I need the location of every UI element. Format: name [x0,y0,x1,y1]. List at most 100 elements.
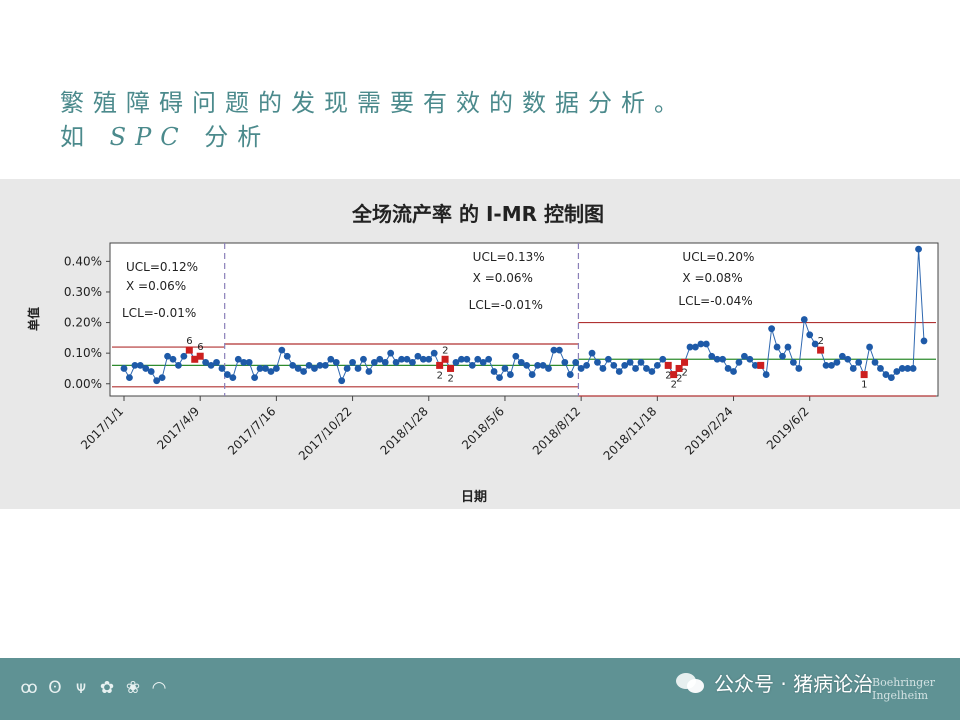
data-point [806,331,814,339]
slide-headline: 繁殖障碍问题的发现需要有效的数据分析。 如 SPC 分析 [60,86,920,154]
data-point [300,368,307,375]
data-point [207,362,215,369]
data-point [528,371,536,378]
data-point [158,374,166,382]
data-point [142,365,150,372]
data-point [370,358,378,366]
center-label: X =0.06% [473,271,533,285]
data-point [180,352,188,360]
x-tick-label: 2017/7/16 [225,404,278,457]
data-point [599,365,607,372]
lcl-label: LCL=-0.04% [678,294,752,308]
data-point [398,355,405,363]
data-point [904,365,912,372]
data-point [349,358,356,366]
data-point [392,358,400,366]
data-point [474,355,482,363]
flag-label: 2 [437,370,443,381]
data-point [523,362,531,369]
data-point [126,374,133,382]
x-tick-label: 2018/11/18 [601,404,660,463]
ucl-label: UCL=0.20% [682,250,754,264]
data-point [506,371,514,378]
data-point [643,365,650,372]
data-point [822,362,830,369]
data-point [376,355,384,363]
data-point [136,362,144,369]
flagged-point [191,355,199,363]
wechat-icon [676,671,706,695]
data-point [555,346,563,354]
data-point [458,355,465,363]
data-point [697,340,705,348]
flag-label: 2 [665,370,671,381]
data-point [779,352,786,360]
data-point [686,343,694,351]
data-point [153,377,161,385]
data-point [866,343,873,351]
data-point [632,365,639,372]
x-axis-label: 日期 [461,490,487,505]
data-point [485,355,493,363]
center-label: X =0.06% [126,279,186,293]
y-tick-label: 0.00% [64,377,102,391]
ucl-label: UCL=0.12% [126,260,198,274]
data-point [882,371,890,378]
x-tick-label: 2017/4/9 [154,404,202,452]
data-point [338,377,346,385]
x-tick-label: 2018/1/28 [377,404,430,457]
data-point [719,355,727,363]
data-point [229,374,237,382]
data-point [893,368,901,375]
flag-label: 2 [818,336,824,347]
data-point [305,362,313,369]
imr-control-chart: 全场流产率 的 I-MR 控制图 0.00% 0.10% 0.20% 0.30% 0.4… [26,202,939,505]
data-point [800,316,808,323]
flagged-point [675,364,683,372]
data-point [615,368,623,375]
data-point [849,365,857,372]
data-point [512,352,520,360]
data-point [708,352,716,360]
headline-suffix: 分析 [204,123,271,151]
data-point [311,365,318,372]
data-point [501,365,509,372]
flagged-point [196,352,204,360]
data-point [610,362,618,369]
data-point [256,365,264,372]
data-point [784,343,792,351]
data-point [811,340,819,348]
data-point [577,365,585,372]
y-tick-label: 0.30% [64,285,102,299]
headline-prefix: 如 [60,123,93,151]
data-point [653,362,661,369]
data-point [147,368,155,375]
data-point [768,325,776,333]
data-point [877,365,884,372]
data-point [773,343,781,351]
flag-label: 6 [186,336,192,347]
data-point [387,349,395,357]
data-point [327,355,335,363]
data-point [561,358,569,366]
flagged-point [860,371,868,379]
data-point [588,349,596,357]
data-point [463,355,471,363]
chart-panel: 全场流产率 的 I-MR 控制图 0.00% 0.10% 0.20% 0.30% 0.4… [0,179,960,509]
data-point [539,362,547,369]
data-point [762,371,770,378]
wechat-account-name: 公众号 · 猪病论治 [714,672,874,696]
data-point [294,365,302,372]
flag-label: 2 [448,373,454,384]
brand-line-2: Ingelheim [872,689,929,702]
data-point [240,358,248,366]
data-point [496,374,503,382]
data-point [566,371,574,378]
data-point [251,374,259,382]
data-point [648,368,656,375]
y-tick-label: 0.20% [64,316,102,330]
paw-icon: ❀ [125,678,141,698]
data-point [626,358,634,366]
data-point [234,355,242,363]
brand-logo: Boehringer Ingelheim [872,676,935,702]
